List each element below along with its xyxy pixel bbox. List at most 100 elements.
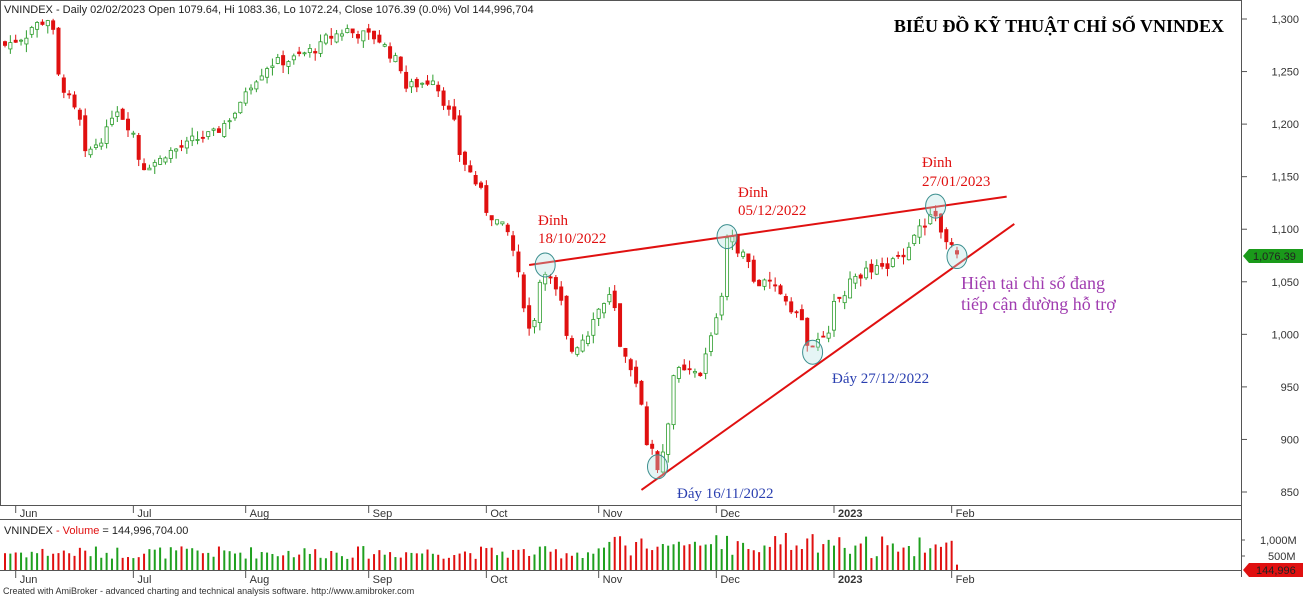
candlestick-series	[3, 18, 960, 475]
candle	[77, 107, 82, 126]
candle	[602, 302, 607, 319]
candle	[372, 30, 377, 45]
candle	[270, 58, 275, 76]
candle	[275, 53, 280, 65]
candle	[489, 215, 494, 227]
candle	[628, 357, 633, 377]
candle	[259, 68, 264, 81]
candle	[13, 34, 18, 43]
candle	[430, 74, 435, 86]
candle	[115, 106, 120, 123]
candle	[896, 251, 901, 260]
x-tick-label: Oct	[490, 574, 507, 586]
candle	[864, 260, 869, 280]
header-symbol: VNINDEX	[4, 4, 54, 16]
candle	[366, 23, 371, 40]
candle	[446, 100, 451, 116]
candle	[789, 297, 794, 315]
candle	[874, 259, 879, 276]
candle	[853, 273, 858, 289]
footer-credit: Created with AmiBroker - advanced charti…	[3, 586, 415, 596]
candle	[307, 44, 312, 58]
candle	[334, 29, 339, 44]
highlight-circle	[646, 454, 668, 480]
candle	[243, 87, 248, 106]
highlight-circles	[534, 193, 968, 480]
svg-text:VNINDEX - Volume = 144,996,704: VNINDEX - Volume = 144,996,704.00	[4, 525, 188, 537]
volume-tick-500m: 500M	[1268, 551, 1296, 563]
x-tick-label: Jul	[137, 508, 151, 520]
y-tick-label: 1,250	[1271, 67, 1299, 79]
candle	[222, 120, 227, 138]
candle	[200, 130, 205, 143]
candle	[163, 156, 168, 165]
candle	[906, 242, 911, 261]
y-tick-label: 1,300	[1271, 14, 1299, 26]
y-tick-label: 1,200	[1271, 119, 1299, 131]
candle	[388, 42, 393, 63]
last-volume-value: 144,996	[1256, 565, 1296, 577]
candle	[174, 148, 179, 159]
candle	[382, 42, 387, 48]
y-tick-label: 900	[1281, 434, 1299, 446]
candle	[687, 360, 692, 375]
candle	[575, 346, 580, 357]
candle	[644, 401, 649, 446]
highlight-circle	[716, 224, 738, 250]
candle	[147, 164, 152, 171]
candle	[281, 50, 286, 74]
candle	[741, 249, 746, 259]
candle	[821, 331, 826, 338]
candle	[725, 234, 730, 301]
x-tick-label: Aug	[250, 508, 270, 520]
candle	[179, 139, 184, 152]
candle	[880, 257, 885, 270]
candle	[703, 347, 708, 380]
last-price-tag: 1,076.39	[1243, 249, 1303, 263]
x-tick-label: Sep	[373, 508, 393, 520]
svg-text:VNINDEX - Daily 02/02/2023 Ope: VNINDEX - Daily 02/02/2023 Open 1079.64,…	[4, 4, 534, 16]
candle	[168, 147, 173, 163]
candle	[195, 131, 200, 145]
x-tick-label: Feb	[956, 574, 975, 586]
x-tick-label: Jul	[137, 574, 151, 586]
candle	[714, 313, 719, 335]
x-tick-label: Feb	[956, 508, 975, 520]
candle	[799, 304, 804, 321]
candle	[719, 292, 724, 321]
candle	[398, 56, 403, 74]
candle	[329, 28, 334, 46]
candle	[67, 90, 72, 99]
candle	[505, 222, 510, 236]
candle	[291, 53, 296, 65]
candle	[521, 272, 526, 313]
x-tick-label: Nov	[603, 508, 623, 520]
price-panel-frame	[0, 0, 1242, 506]
candle	[99, 138, 104, 150]
candle	[778, 283, 783, 295]
candle	[553, 274, 558, 296]
candle	[473, 171, 478, 186]
highlight-circle	[925, 193, 947, 219]
y-tick-label: 1,050	[1271, 277, 1299, 289]
candle	[286, 60, 291, 75]
x-tick-label: Nov	[603, 574, 623, 586]
candle	[484, 180, 489, 216]
candle	[580, 334, 585, 353]
trendlines	[528, 195, 1015, 491]
last-volume-tag: 144,996	[1243, 563, 1303, 577]
candle	[40, 19, 45, 26]
candle	[527, 297, 532, 336]
candle	[345, 24, 350, 34]
candle	[51, 18, 56, 35]
candle	[543, 271, 548, 291]
candle	[254, 80, 259, 93]
candle	[302, 51, 307, 57]
peak3-label-line1: Đỉnh	[922, 155, 953, 171]
trough2-label: Đáy 27/12/2022	[832, 371, 929, 387]
candle	[511, 230, 516, 257]
candle	[152, 159, 157, 174]
candle	[757, 279, 762, 287]
x-tick-label: Jun	[20, 508, 38, 520]
